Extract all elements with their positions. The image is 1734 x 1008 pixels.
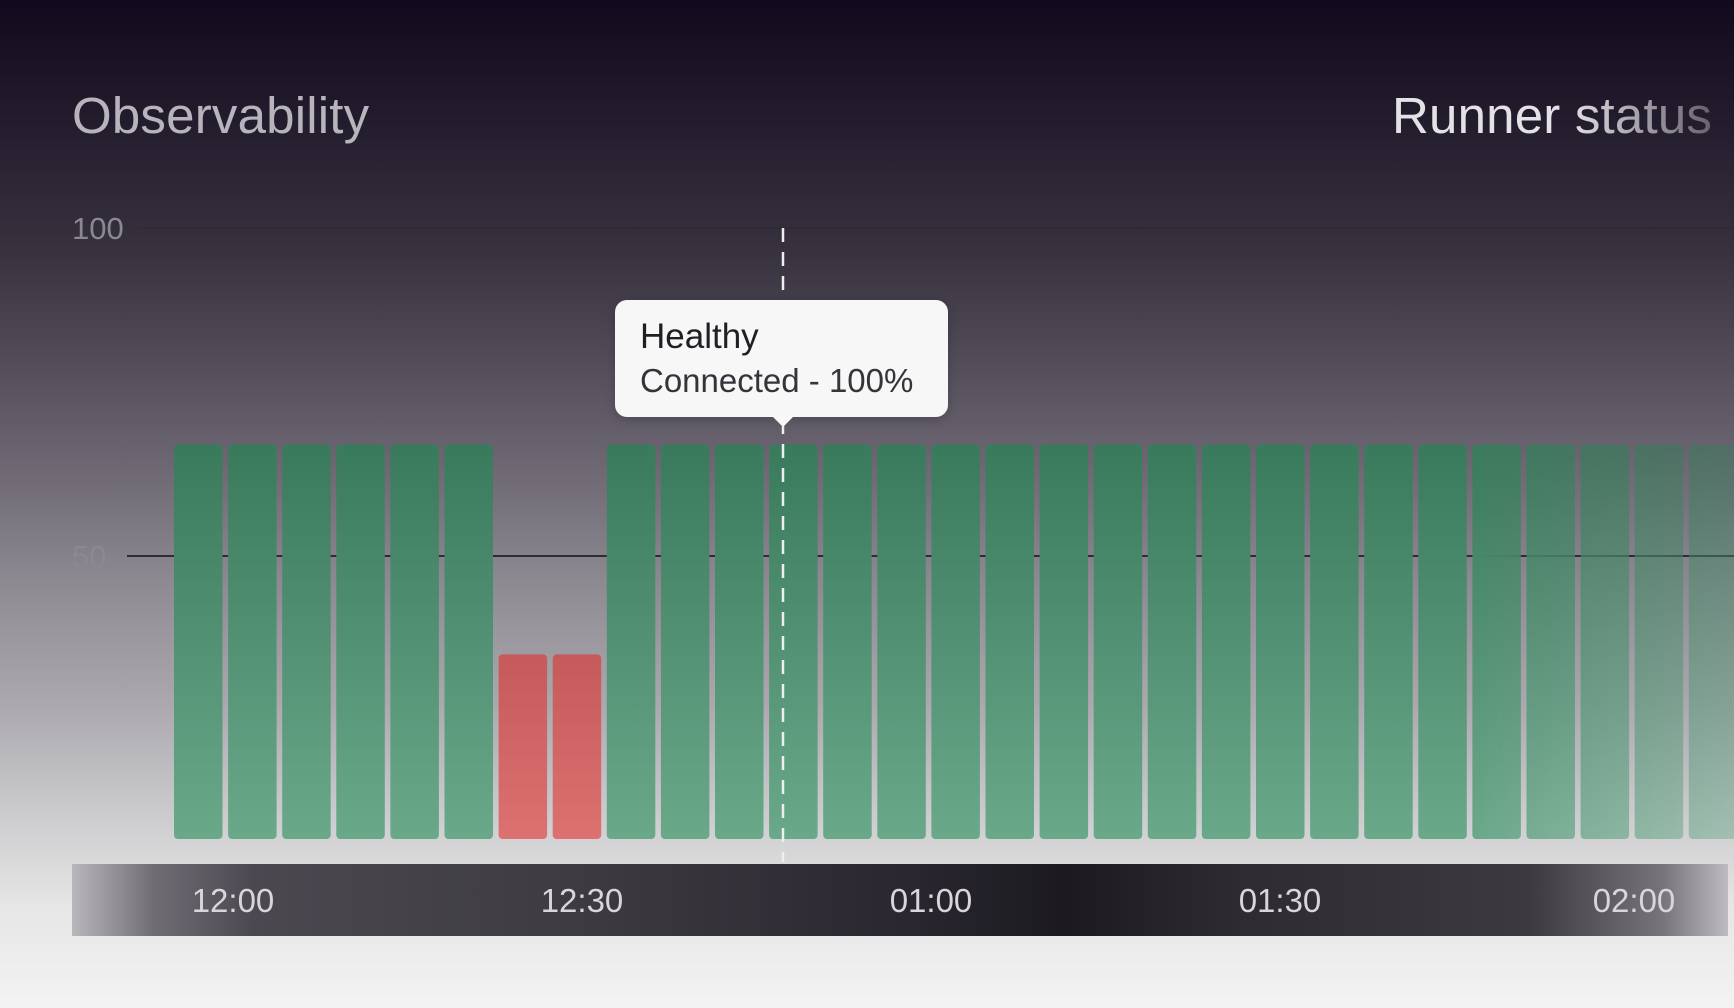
bar-healthy[interactable] xyxy=(1093,444,1143,839)
bar-healthy[interactable] xyxy=(1039,444,1089,839)
y-tick-label: 50 xyxy=(72,539,106,574)
bar-unhealthy[interactable] xyxy=(552,654,602,839)
bar-healthy[interactable] xyxy=(931,444,980,839)
bar-healthy[interactable] xyxy=(1580,444,1630,839)
bar-healthy[interactable] xyxy=(228,444,277,839)
bar-healthy[interactable] xyxy=(1201,444,1251,839)
x-tick-label: 12:30 xyxy=(540,882,624,919)
time-axis-scrubber[interactable]: 12:00 12:30 01:00 01:30 02:00 xyxy=(72,864,1728,936)
bar-healthy[interactable] xyxy=(1418,444,1467,839)
bar-healthy[interactable] xyxy=(715,444,764,839)
bar-healthy[interactable] xyxy=(1634,444,1684,839)
bar-healthy[interactable] xyxy=(1147,444,1197,839)
bar-healthy[interactable] xyxy=(1472,444,1521,839)
bar-healthy[interactable] xyxy=(1364,444,1413,839)
bar-healthy[interactable] xyxy=(1310,444,1359,839)
page-title: Observability xyxy=(72,87,370,144)
bar-healthy[interactable] xyxy=(985,444,1035,839)
bar-healthy[interactable] xyxy=(390,444,439,839)
x-tick-label: 01:00 xyxy=(889,882,973,919)
bar-healthy[interactable] xyxy=(877,444,926,839)
bar-healthy[interactable] xyxy=(660,444,710,839)
bar-healthy[interactable] xyxy=(769,444,818,839)
tooltip-subtitle: Connected - 100% xyxy=(640,362,914,399)
bar-healthy[interactable] xyxy=(336,444,385,839)
bar-healthy[interactable] xyxy=(444,444,494,839)
bar-healthy[interactable] xyxy=(174,444,223,839)
bar-healthy[interactable] xyxy=(1256,444,1305,839)
bar-healthy[interactable] xyxy=(1526,444,1576,839)
bar-healthy[interactable] xyxy=(1688,444,1734,839)
bar-healthy[interactable] xyxy=(606,444,656,839)
bar-healthy[interactable] xyxy=(823,444,872,839)
chart-tooltip: Healthy Connected - 100% xyxy=(615,300,948,427)
y-tick-label: 100 xyxy=(72,211,124,246)
bar-unhealthy[interactable] xyxy=(498,654,548,839)
bar-healthy[interactable] xyxy=(282,444,331,839)
x-tick-label: 12:00 xyxy=(191,882,275,919)
runner-status-title[interactable]: Runner status xyxy=(1392,87,1713,144)
x-tick-label: 01:30 xyxy=(1238,882,1322,919)
tooltip-title: Healthy xyxy=(640,317,759,356)
x-tick-label: 02:00 xyxy=(1592,882,1676,919)
